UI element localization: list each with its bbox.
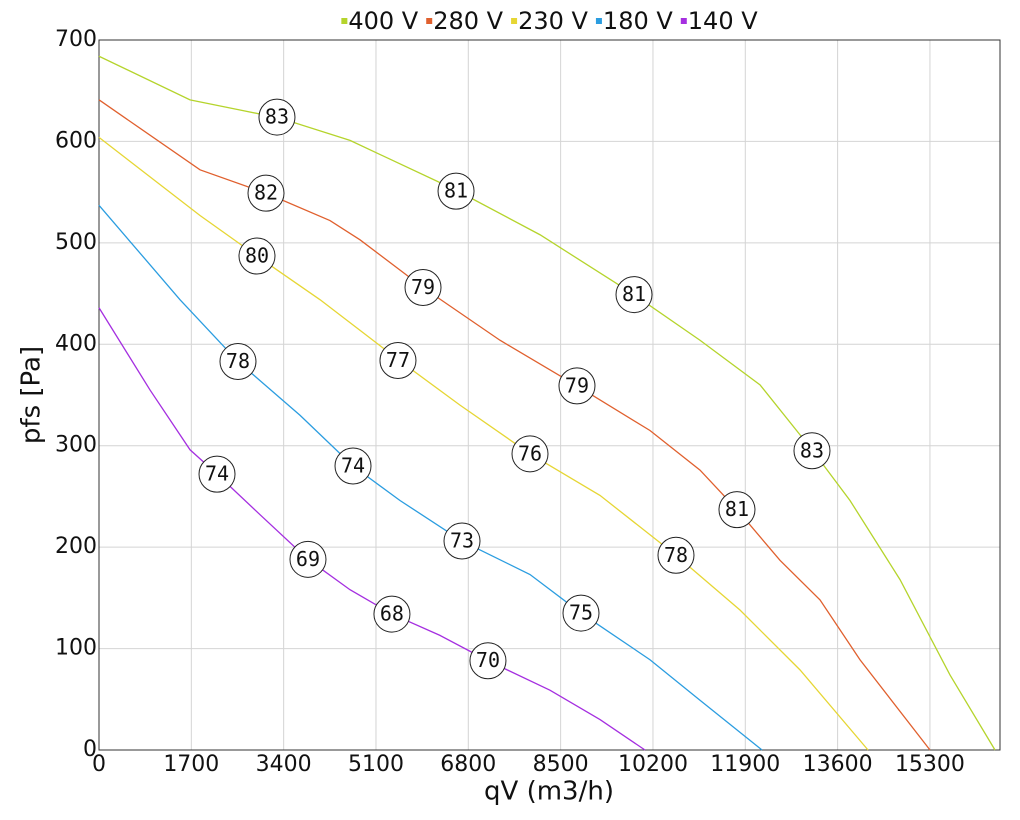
x-axis-title: qV (m3/h) [484,777,614,807]
noise-label: 73 [450,529,474,553]
x-tick-label: 1700 [163,752,219,777]
noise-label-circle [657,536,695,574]
noise-label-circle [289,540,327,578]
x-tick-label: 3400 [256,752,312,777]
noise-label-circle [373,595,411,633]
x-tick-label: 10200 [618,752,688,777]
noise-label-circle [404,268,442,306]
noise-label: 77 [386,348,410,372]
noise-label: 76 [518,441,542,465]
noise-label: 75 [569,601,593,625]
legend-label: 140 V [688,7,758,35]
y-tick-label: 600 [55,128,97,153]
noise-label: 80 [245,244,269,268]
legend: 400 V 280 V 230 V 180 V 140 V [341,7,758,35]
noise-label-circle [198,455,236,493]
noise-label-circle [258,98,296,136]
noise-label: 70 [476,648,500,672]
plot-frame [98,39,1001,751]
x-tick-label: 6800 [440,752,496,777]
noise-label-circle [443,522,481,560]
noise-label: 83 [265,105,289,129]
series-line [98,99,931,751]
noise-label: 83 [800,438,824,462]
noise-label: 74 [205,462,229,486]
legend-label: 230 V [518,7,588,35]
series-line [98,55,996,751]
noise-label: 68 [380,602,404,626]
y-axis-title: pfs [Pa] [17,346,47,444]
legend-label: 400 V [348,7,418,35]
noise-label-circle [247,174,285,212]
noise-label-circle [437,172,475,210]
legend-swatch [426,18,433,24]
noise-label-circle [469,642,507,680]
legend-swatch [680,18,687,24]
legend-label: 180 V [603,7,673,35]
y-tick-label: 100 [55,636,97,661]
noise-label-circle [334,447,372,485]
legend-swatch [595,18,602,24]
noise-label: 81 [444,179,468,203]
noise-label-circle [718,491,756,529]
noise-label: 79 [565,373,589,397]
legend-label: 280 V [433,7,503,35]
noise-label-circle [793,432,831,470]
x-tick-label: 0 [92,752,106,777]
noise-label: 69 [296,547,320,571]
x-tick-label: 15300 [895,752,965,777]
y-tick-label: 0 [83,737,97,762]
noise-label: 79 [411,275,435,299]
y-tick-label: 700 [55,27,97,52]
series-line [98,307,646,751]
noise-label-circle [379,342,417,380]
noise-label-circle [511,435,549,473]
y-tick-label: 400 [55,331,97,356]
y-tick-label: 200 [55,534,97,559]
noise-label-circle [238,237,276,275]
legend-swatch [511,18,518,24]
noise-label-circle [615,276,653,314]
x-tick-label: 13600 [803,752,873,777]
noise-label: 78 [664,543,688,567]
x-tick-label: 5100 [348,752,404,777]
noise-label: 82 [254,181,278,205]
noise-label: 78 [226,349,250,373]
x-tick-label: 8500 [533,752,589,777]
legend-swatch [341,18,348,24]
noise-label: 74 [341,454,365,478]
noise-label-circle [558,367,596,405]
noise-label-circle [219,343,257,381]
noise-label: 81 [725,497,749,521]
noise-label: 81 [622,282,646,306]
x-tick-label: 11900 [710,752,780,777]
y-tick-label: 300 [55,433,97,458]
noise-label-circle [562,594,600,632]
y-tick-label: 500 [55,230,97,255]
